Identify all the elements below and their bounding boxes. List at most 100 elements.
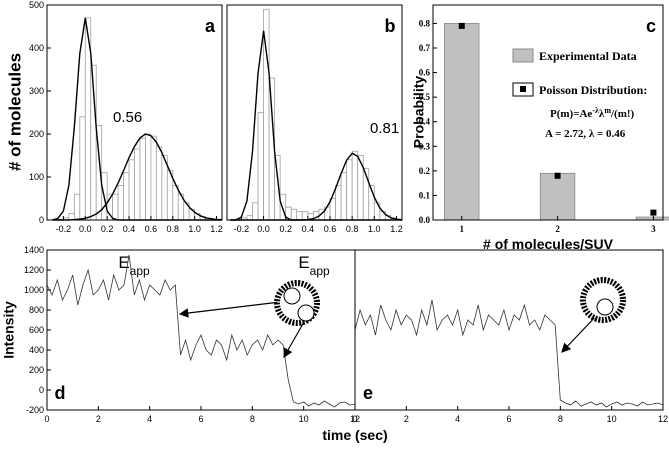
x-tick-label: 4 bbox=[147, 414, 152, 424]
histogram-bar bbox=[346, 159, 353, 221]
x-tick-label: 0.2 bbox=[101, 224, 114, 234]
histogram-bar bbox=[340, 172, 348, 221]
x-axis-label: # of molecules/SUV bbox=[483, 236, 614, 252]
x-axis-label-main: time (sec) bbox=[322, 427, 387, 443]
legend-label: Experimental Data bbox=[539, 49, 637, 63]
histogram-bar bbox=[134, 148, 141, 221]
y-tick-label: 0.5 bbox=[419, 92, 431, 102]
panel-label: d bbox=[55, 383, 66, 403]
arrow bbox=[178, 301, 281, 318]
x-tick-label: 1.0 bbox=[368, 224, 381, 234]
y-tick-label: 0.4 bbox=[419, 117, 431, 127]
x-tick-label: 1.2 bbox=[390, 224, 403, 234]
annotation: 0.56 bbox=[113, 109, 142, 126]
legend-label: Poisson Distribution: bbox=[539, 83, 647, 97]
histogram-bar bbox=[335, 185, 342, 221]
panel-label: c bbox=[646, 16, 656, 36]
y-tick-label: 800 bbox=[29, 305, 44, 315]
arrow bbox=[283, 321, 305, 359]
y-tick-label: 0.6 bbox=[419, 68, 431, 78]
x-tick-label: 0.6 bbox=[145, 224, 158, 234]
bar bbox=[539, 172, 576, 221]
y-tick-label: 0.8 bbox=[419, 18, 431, 28]
y-tick-label: 400 bbox=[29, 345, 44, 355]
legend-swatch bbox=[520, 86, 526, 92]
x-tick-label: 0.0 bbox=[257, 224, 270, 234]
y-axis-label: Probability bbox=[411, 76, 427, 149]
x-tick-label: 0.6 bbox=[324, 224, 337, 234]
x-tick-label: 0.4 bbox=[123, 224, 136, 234]
y-tick-label: 1200 bbox=[24, 265, 44, 275]
point bbox=[458, 22, 465, 29]
histogram-bar bbox=[351, 150, 359, 221]
annotation: 0.81 bbox=[370, 120, 399, 137]
x-tick-label: 6 bbox=[506, 414, 511, 424]
histogram-bar bbox=[301, 210, 309, 221]
x-tick-label: 0.0 bbox=[79, 224, 92, 234]
x-axis-label-sub: app bbox=[310, 264, 330, 278]
histogram-bar bbox=[252, 202, 259, 221]
formula-part: λ bbox=[599, 108, 605, 120]
x-tick-label: 1.2 bbox=[210, 224, 223, 234]
x-tick-label: 0.8 bbox=[346, 224, 359, 234]
x-axis-label-sub: app bbox=[130, 264, 150, 278]
histogram-bar bbox=[172, 185, 179, 221]
histogram-bar bbox=[128, 159, 135, 221]
x-tick-label: 6 bbox=[198, 414, 203, 424]
trace bbox=[354, 299, 664, 408]
x-axis-label: Eapp bbox=[118, 253, 150, 278]
formula-part: m bbox=[604, 106, 611, 115]
histogram-bar bbox=[123, 172, 130, 221]
histogram-bar bbox=[296, 210, 303, 221]
point bbox=[650, 209, 657, 216]
molecule bbox=[596, 298, 614, 316]
y-tick-label: 500 bbox=[29, 0, 44, 10]
x-axis-label-main: E bbox=[118, 253, 129, 272]
panel-label: b bbox=[385, 16, 396, 36]
x-tick-label: 1 bbox=[460, 224, 465, 234]
x-tick-label: 0.2 bbox=[279, 224, 292, 234]
histogram-bar bbox=[139, 137, 146, 221]
y-tick-label: 0.2 bbox=[419, 166, 431, 176]
point bbox=[554, 172, 561, 179]
plot-frame bbox=[432, 4, 664, 221]
x-tick-label: -0.2 bbox=[56, 224, 72, 234]
y-tick-label: 0 bbox=[39, 385, 44, 395]
histogram-bar bbox=[73, 193, 81, 221]
arrow bbox=[561, 313, 599, 353]
legend-swatch bbox=[512, 48, 534, 63]
y-tick-label: 200 bbox=[29, 365, 44, 375]
formula: P(m)=Ae-λλm/(m!) bbox=[550, 106, 635, 121]
histogram-bar bbox=[117, 185, 124, 221]
y-tick-label: 100 bbox=[29, 172, 44, 182]
x-tick-label: 1.0 bbox=[188, 224, 201, 234]
x-tick-label: 4 bbox=[455, 414, 460, 424]
x-axis-label: time (sec) bbox=[322, 427, 387, 443]
histogram-bar bbox=[150, 135, 157, 221]
y-tick-label: 1000 bbox=[24, 285, 44, 295]
y-tick-label: -200 bbox=[26, 405, 44, 415]
y-tick-label: 1400 bbox=[24, 245, 44, 255]
histogram-bar bbox=[329, 198, 336, 221]
panel-label: a bbox=[205, 16, 216, 36]
molecule bbox=[297, 304, 315, 322]
y-tick-label: 0.0 bbox=[419, 215, 431, 225]
trace bbox=[46, 254, 356, 408]
y-tick-label: 400 bbox=[29, 43, 44, 53]
y-tick-label: 300 bbox=[29, 86, 44, 96]
x-tick-label: 2 bbox=[404, 414, 409, 424]
x-tick-label: 12 bbox=[658, 414, 668, 424]
histogram-bar bbox=[290, 208, 298, 221]
y-tick-label: 200 bbox=[29, 129, 44, 139]
x-tick-label: 10 bbox=[299, 414, 309, 424]
schematics bbox=[178, 277, 626, 359]
fit-curve bbox=[52, 133, 222, 221]
bar bbox=[444, 23, 480, 221]
histogram-bar bbox=[112, 193, 119, 221]
y-axis-label: # of molecules bbox=[5, 53, 24, 171]
x-tick-label: 12 bbox=[350, 414, 360, 424]
histogram-bar bbox=[79, 116, 86, 221]
plot-frame bbox=[46, 4, 223, 221]
y-tick-label: 0.7 bbox=[419, 43, 431, 53]
